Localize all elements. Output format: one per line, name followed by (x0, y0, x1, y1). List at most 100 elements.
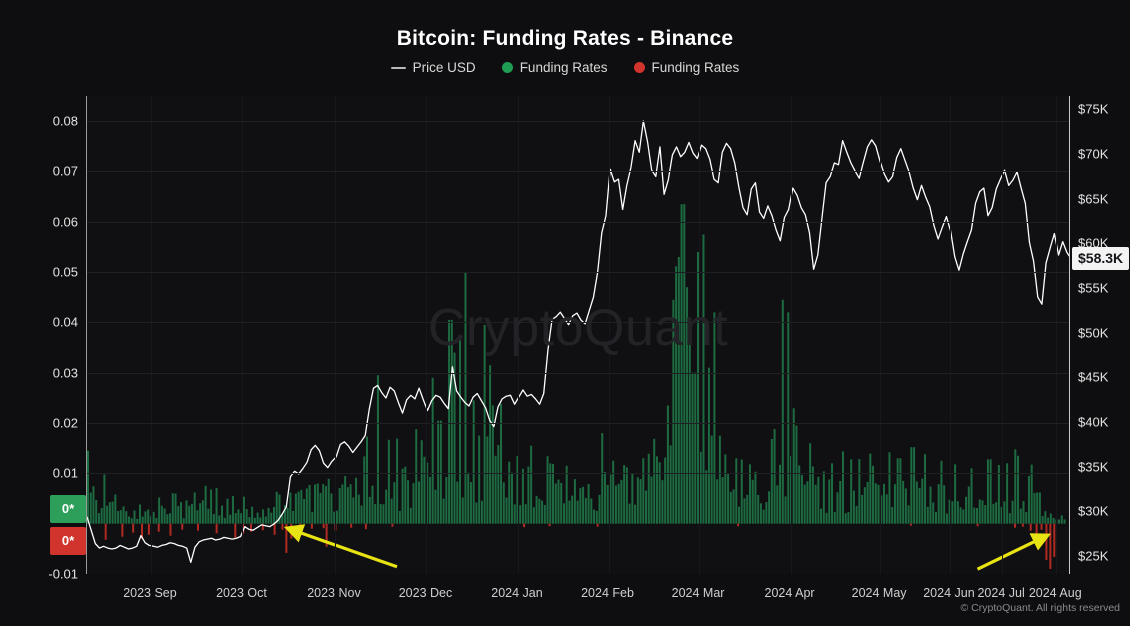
funding-bar-positive (527, 466, 530, 524)
funding-bar-positive (264, 516, 267, 524)
legend-item-funding-positive[interactable]: Funding Rates (501, 60, 608, 75)
funding-bar-positive (776, 485, 779, 524)
funding-bar-positive (335, 510, 338, 524)
funding-bar-negative (141, 523, 144, 539)
annotation-arrow-icon (976, 533, 1052, 571)
funding-bar-positive (729, 491, 732, 524)
funding-bar-negative (181, 523, 184, 530)
funding-bar-negative (104, 523, 107, 540)
legend-item-price-usd[interactable]: Price USD (390, 60, 476, 75)
funding-bar-positive (989, 459, 992, 524)
funding-bar-positive (196, 510, 199, 524)
funding-bar-positive (231, 496, 234, 524)
gridline-vertical (150, 96, 152, 574)
funding-bar-positive (1038, 492, 1041, 524)
plot-area[interactable]: CryptoQuant (86, 96, 1070, 574)
funding-bar-positive (541, 500, 544, 524)
funding-bar-positive (459, 338, 462, 524)
funding-bar-positive (122, 506, 125, 524)
funding-bar-negative (1045, 523, 1048, 560)
funding-bar-positive (735, 458, 738, 524)
funding-bar-positive (327, 478, 330, 524)
funding-bar-positive (1036, 492, 1039, 524)
funding-bar-positive (382, 504, 385, 524)
funding-bar-positive (494, 455, 497, 524)
funding-bar-positive (234, 513, 237, 524)
gridline-horizontal (87, 272, 1069, 274)
funding-bar-positive (500, 403, 503, 524)
funding-bar-positive (111, 501, 114, 524)
funding-bar-positive (576, 500, 579, 524)
funding-bar-positive (634, 504, 637, 524)
funding-bar-positive (355, 477, 358, 524)
x-axis-tick: 2024 Apr (764, 586, 815, 600)
funding-bar-positive (221, 505, 224, 524)
x-axis-tick: 2023 Dec (398, 586, 453, 600)
funding-bar-positive (437, 420, 440, 524)
funding-bar-negative (391, 523, 394, 527)
funding-bar-positive (959, 507, 962, 524)
funding-bar-positive (992, 503, 995, 524)
funding-bar-positive (125, 511, 128, 524)
funding-bar-positive (858, 459, 861, 524)
funding-bar-negative (350, 523, 353, 528)
funding-bar-positive (464, 272, 467, 524)
funding-bar-positive (212, 514, 215, 524)
funding-bar-positive (784, 496, 787, 524)
funding-bar-positive (757, 494, 760, 524)
funding-bar-positive (579, 488, 582, 524)
funding-bar-negative (234, 523, 237, 538)
funding-bar-positive (675, 266, 678, 524)
funding-bar-positive (152, 511, 155, 524)
funding-bar-negative (147, 523, 150, 535)
funding-bar-positive (694, 372, 697, 524)
funding-bar-positive (294, 493, 297, 524)
funding-bar-positive (229, 514, 232, 524)
funding-bar-positive (385, 489, 388, 524)
funding-bar-positive (1006, 463, 1009, 524)
funding-bar-positive (521, 468, 524, 524)
x-axis-tick: 2024 Jul (977, 586, 1025, 600)
y-axis-left-tick: 0.05 (52, 264, 78, 280)
funding-bar-positive (1049, 513, 1052, 524)
funding-bar-positive (92, 486, 95, 524)
y-axis-left-tick: 0.08 (52, 113, 78, 129)
funding-bar-positive (617, 483, 620, 524)
funding-bar-positive (174, 493, 177, 524)
funding-bar-positive (1047, 517, 1050, 524)
funding-bar-positive (669, 445, 672, 524)
funding-bar-positive (314, 484, 317, 524)
funding-bar-positive (456, 481, 459, 524)
funding-bar-positive (880, 495, 883, 524)
funding-bar-positive (193, 492, 196, 524)
funding-bar-positive (207, 508, 210, 524)
funding-bar-positive (338, 488, 341, 524)
funding-bar-positive (1069, 521, 1070, 524)
funding-bar-positive (158, 497, 161, 524)
funding-bar-positive (108, 502, 111, 524)
funding-bar-positive (163, 508, 166, 524)
funding-bar-positive (524, 504, 527, 524)
funding-bar-positive (743, 498, 746, 524)
funding-bar-positive (273, 506, 276, 524)
funding-bar-negative (273, 523, 276, 535)
gridline-vertical (242, 96, 244, 574)
funding-bar-negative (121, 523, 124, 537)
red-dot-icon (633, 62, 645, 73)
funding-bar-positive (1030, 464, 1033, 524)
funding-bar-positive (1033, 493, 1036, 524)
x-axis-tick: 2023 Sep (123, 586, 177, 600)
legend-item-funding-negative[interactable]: Funding Rates (633, 60, 739, 75)
funding-bar-positive (333, 511, 336, 524)
funding-bar-positive (119, 510, 122, 524)
funding-bar-positive (1027, 475, 1030, 524)
funding-bar-negative (1021, 523, 1024, 527)
funding-bar-positive (300, 489, 303, 524)
funding-bar-positive (428, 476, 431, 524)
funding-bar-positive (601, 433, 604, 524)
funding-bar-positive (713, 312, 716, 524)
funding-bar-positive (625, 467, 628, 524)
funding-bar-negative (310, 523, 313, 529)
funding-bar-positive (609, 474, 612, 524)
y-axis-right-tick: $35K (1078, 459, 1109, 475)
